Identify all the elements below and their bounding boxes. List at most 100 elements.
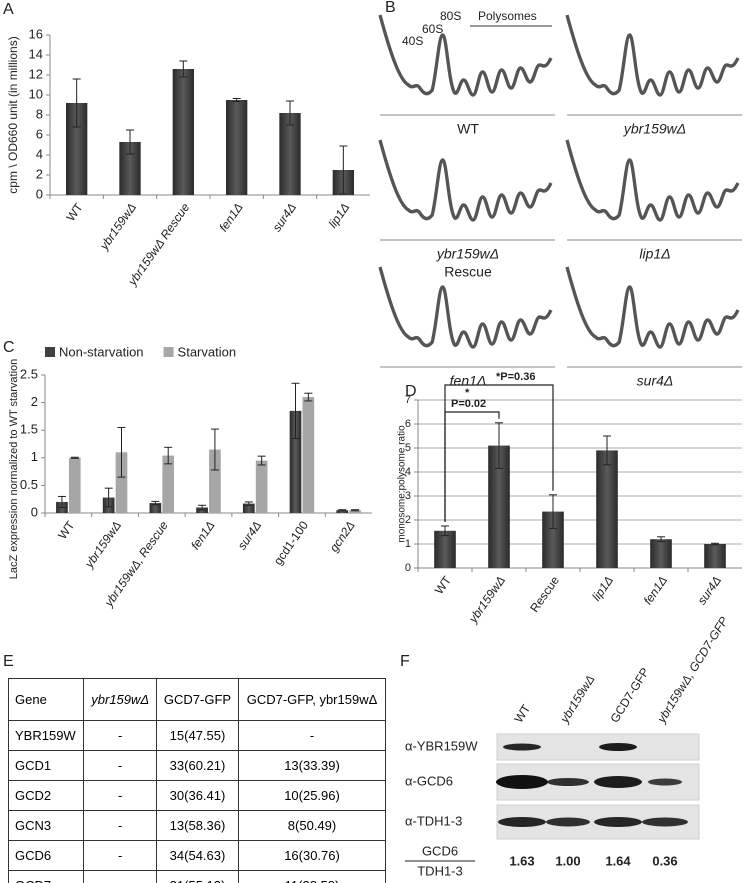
lane-label: WT xyxy=(511,701,533,725)
y-tick-label: 1 xyxy=(31,449,38,464)
bar xyxy=(209,449,221,513)
bar xyxy=(279,113,301,195)
table-cell: 13(58.36) xyxy=(155,810,240,841)
bar xyxy=(434,530,456,568)
blot-band xyxy=(546,817,590,827)
bar xyxy=(289,410,302,513)
blot-band xyxy=(594,776,642,788)
table-cell: 21(55.12) xyxy=(155,870,240,883)
table-cell: - xyxy=(83,780,157,811)
x-tick-label: fen1Δ xyxy=(641,574,670,608)
lane-label: GCD7-GFP xyxy=(607,665,652,725)
annotation: P=0.02 xyxy=(451,398,486,410)
profile-label: ybr159wΔ xyxy=(436,246,499,262)
bar xyxy=(596,450,618,568)
x-tick-label: lip1Δ xyxy=(589,574,616,604)
ratio-value: 1.00 xyxy=(555,853,580,868)
peak-label: 40S xyxy=(402,34,423,48)
x-tick-label: sur4Δ xyxy=(235,519,264,553)
blot-band xyxy=(642,817,688,827)
x-tick-label: fen1Δ xyxy=(188,519,217,553)
table-cell: Gene xyxy=(7,678,85,721)
blot-band xyxy=(599,743,637,751)
blot-band xyxy=(594,817,642,827)
panel-label: C xyxy=(3,339,15,356)
bar xyxy=(119,142,141,195)
bar xyxy=(66,103,88,195)
table-cell: - xyxy=(83,810,157,841)
y-tick-label: 5 xyxy=(405,442,411,454)
y-tick-label: 4 xyxy=(405,466,411,478)
bar xyxy=(704,544,726,568)
x-tick-label: ybr159wΔ xyxy=(81,519,124,572)
x-tick-label: sur4Δ xyxy=(695,574,724,608)
y-tick-label: 12 xyxy=(29,66,43,81)
panel-label: E xyxy=(3,653,14,670)
table-row: GCN3-13(58.36) 8(50.49) xyxy=(7,810,386,841)
blot-row-label: α-GCD6 xyxy=(405,773,453,788)
panel-label: B xyxy=(385,0,396,16)
bar xyxy=(650,539,672,568)
ratio-numerator: GCD6 xyxy=(422,843,458,858)
table-cell: 13(33.39) xyxy=(238,750,386,781)
table-row: GCD1-33(60.21) 13(33.39) xyxy=(7,750,386,781)
x-tick-label: fen1Δ xyxy=(216,201,245,235)
profile-label: fen1Δ xyxy=(450,373,487,389)
table-cell: GCD6 xyxy=(7,840,85,871)
table-row: GCD7-21(55.12)11(38.58) xyxy=(7,870,386,883)
significance-bracket xyxy=(444,411,500,522)
peak-label: 80S xyxy=(440,9,461,23)
y-tick-label: 2 xyxy=(31,394,38,409)
blot-band xyxy=(547,778,589,786)
table-cell: 33(60.21) xyxy=(155,750,240,781)
table-cell: - xyxy=(83,720,157,751)
ratio-denominator: TDH1-3 xyxy=(417,863,463,878)
panel-label: D xyxy=(405,383,417,400)
bar xyxy=(226,100,248,195)
blot-row-label: α-TDH1-3 xyxy=(405,813,462,828)
annotation: *P=0.36 xyxy=(496,371,535,383)
table-row: GCD6-34(54.63) 16(30.76) xyxy=(7,840,386,871)
table-cell: GCD7-GFP, ybr159wΔ xyxy=(238,678,386,721)
profile-label: ybr159wΔ xyxy=(623,121,686,137)
table-cell: GCD1 xyxy=(7,750,85,781)
y-tick-label: 0.5 xyxy=(20,477,38,492)
profile-label: WT xyxy=(457,121,479,137)
y-tick-label: 2 xyxy=(405,514,411,526)
lane-label: ybr159wΔ, GCD7-GFP xyxy=(654,614,731,726)
blot-band xyxy=(648,778,682,786)
y-tick-label: 14 xyxy=(29,46,43,61)
y-tick-label: 2 xyxy=(36,166,43,181)
bar xyxy=(255,460,268,513)
x-tick-label: gcn2Δ xyxy=(327,519,358,555)
profile-label: sur4Δ xyxy=(637,373,674,389)
x-tick-label: ybr159wΔ xyxy=(96,201,139,254)
table-cell: YBR159W xyxy=(7,720,85,751)
table-cell: - xyxy=(83,840,157,871)
lane-label: ybr159wΔ xyxy=(557,673,598,727)
polysome-trace xyxy=(378,138,553,222)
x-tick-label: gcd1-100 xyxy=(271,518,311,567)
bar xyxy=(172,69,194,195)
polysome-trace xyxy=(565,138,740,222)
legend-label: Starvation xyxy=(178,344,237,359)
y-tick-label: 6 xyxy=(405,418,411,430)
table-cell: GCN3 xyxy=(7,810,85,841)
y-tick-label: 0 xyxy=(31,504,38,519)
table-cell: 15(47.55) xyxy=(155,720,240,751)
ratio-value: 0.36 xyxy=(652,853,677,868)
table-cell: 10(25.96) xyxy=(238,780,386,811)
y-axis-label: cpm \ OD660 unit (in millions) xyxy=(6,36,20,193)
y-tick-label: 16 xyxy=(29,26,43,41)
x-tick-label: WT xyxy=(64,200,87,224)
legend-swatch xyxy=(163,347,174,357)
blot-band xyxy=(496,775,548,789)
y-axis-label: LacZ expression normalized to WT starvat… xyxy=(8,359,20,580)
blot-band xyxy=(498,817,546,827)
table-cell: 11(38.58) xyxy=(238,870,386,883)
ratio-value: 1.63 xyxy=(509,853,534,868)
polysome-trace xyxy=(565,265,740,349)
x-tick-label: ybr159wΔ xyxy=(465,574,508,627)
table-row: YBR159W -15(47.55) - xyxy=(7,720,386,751)
